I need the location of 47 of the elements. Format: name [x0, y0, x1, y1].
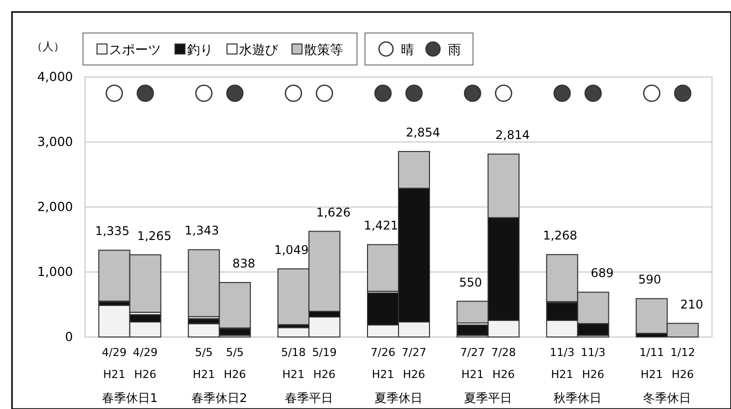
x-tick-label: 4/29 H26	[132, 346, 158, 381]
x-tick-label: 5/5 H26	[224, 346, 246, 381]
total-label: 2,814	[495, 128, 530, 142]
total-label: 2,854	[406, 125, 440, 140]
text: 冬季休日	[643, 391, 692, 405]
total-label: 1,265	[137, 228, 172, 243]
x-tick-label: 11/3 H21	[550, 346, 574, 381]
x-tick-label: 5/19 H26	[312, 346, 337, 381]
x-tick-label: 5/18 H21	[281, 346, 306, 381]
x-tick-label: 11/3 H26	[580, 346, 606, 381]
total-label: 590	[638, 272, 662, 287]
x-tick-label: 4/29 H21	[102, 346, 127, 381]
y-tick-label: 3,000	[37, 134, 74, 149]
legend-label: スポーツ	[109, 43, 161, 58]
x-tick-label: 7/28 H26	[491, 346, 516, 381]
x-tick-label: 7/26 H21	[370, 346, 396, 381]
x-tick-label: 5/5 H21	[192, 346, 215, 381]
total-label: 550	[459, 275, 482, 290]
x-tick-label: 1/12 H26	[670, 346, 696, 381]
text: 春季休日1	[102, 391, 158, 405]
total-label: 1,268	[542, 228, 578, 243]
legend-label: 雨	[448, 43, 461, 58]
total-label: 1,626	[316, 205, 351, 220]
total-label: 210	[680, 297, 704, 312]
total-label: 689	[590, 266, 614, 280]
x-tick-label: 7/27 H26	[402, 346, 426, 381]
total-label: 838	[232, 256, 256, 271]
text: 夏季平日	[464, 391, 512, 405]
total-label: 1,049	[274, 242, 309, 257]
y-tick-label: 4,000	[37, 69, 74, 84]
text: 春季休日2	[192, 391, 248, 405]
y-tick-label: 0	[65, 329, 74, 344]
y-axis-title: （人）	[32, 40, 64, 53]
text: 春季平日	[284, 391, 333, 405]
text: 秋季休日	[554, 391, 602, 405]
legend-label: 散策等	[304, 43, 343, 58]
total-label: 1,421	[364, 218, 398, 233]
total-label: 1,343	[184, 224, 220, 238]
legend-label: 晴	[401, 43, 414, 58]
y-tick-label: 1,000	[37, 264, 74, 279]
text: 夏季休日	[374, 391, 422, 405]
x-tick-label: 7/27 H21	[460, 346, 485, 381]
y-tick-label: 2,000	[37, 199, 74, 214]
x-tick-label: 1/11 H21	[639, 346, 664, 381]
legend-label: 釣り	[187, 43, 213, 58]
total-label: 1,335	[95, 224, 130, 238]
legend-label: 水遊び	[239, 43, 279, 58]
